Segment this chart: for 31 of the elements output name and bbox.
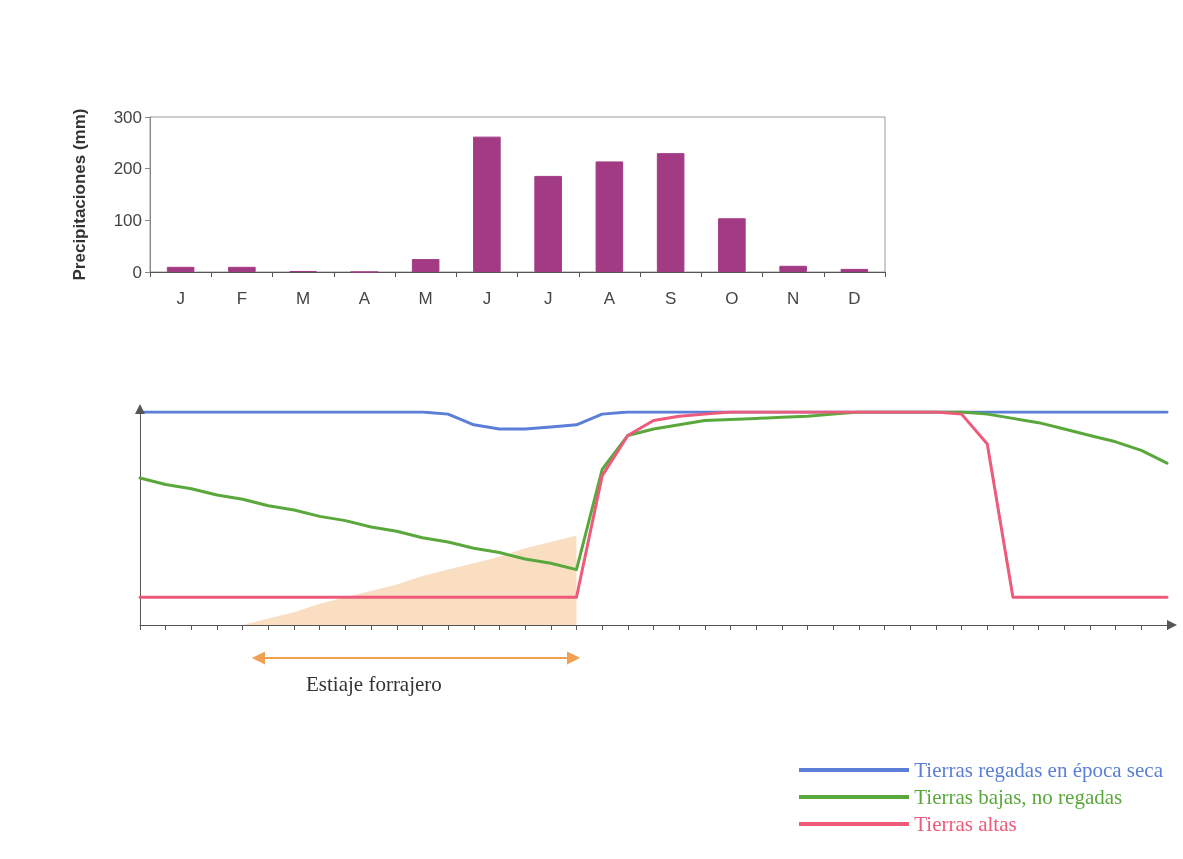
bar (228, 266, 256, 272)
y-axis-title: Precipitaciones (mm) (70, 108, 89, 281)
y-tick-label: 200 (113, 159, 142, 179)
y-tick-label: 300 (113, 107, 142, 127)
x-tick-label: A (603, 289, 616, 308)
x-tick-label: F (236, 289, 248, 308)
y-tick-label: 0 (132, 262, 142, 282)
text: Tierras regadas en época seca (914, 757, 1164, 782)
bar (595, 161, 624, 272)
x-tick-label: A (358, 289, 371, 308)
text: Tierras bajas, no regadas (914, 784, 1123, 809)
x-tick-label: N (786, 289, 800, 308)
bar (534, 175, 562, 272)
bar (656, 153, 685, 272)
x-tick-label: M (418, 289, 433, 308)
x-tick-label: S (664, 289, 677, 308)
text: Tierras altas (914, 811, 1017, 836)
bar (411, 259, 440, 272)
x-tick-label: J (482, 289, 492, 308)
bar (718, 218, 746, 272)
y-tick-label: 100 (113, 210, 142, 230)
x-tick-label: M (296, 289, 311, 308)
x-tick-label: J (176, 289, 185, 308)
x-tick-label: D (848, 289, 861, 308)
x-tick-label: J (543, 289, 553, 308)
bar (473, 136, 501, 272)
bar (166, 266, 195, 272)
bar (840, 268, 869, 272)
x-tick-label: O (725, 289, 739, 308)
text: Estiaje forrajero (306, 671, 442, 696)
bar (779, 265, 807, 272)
